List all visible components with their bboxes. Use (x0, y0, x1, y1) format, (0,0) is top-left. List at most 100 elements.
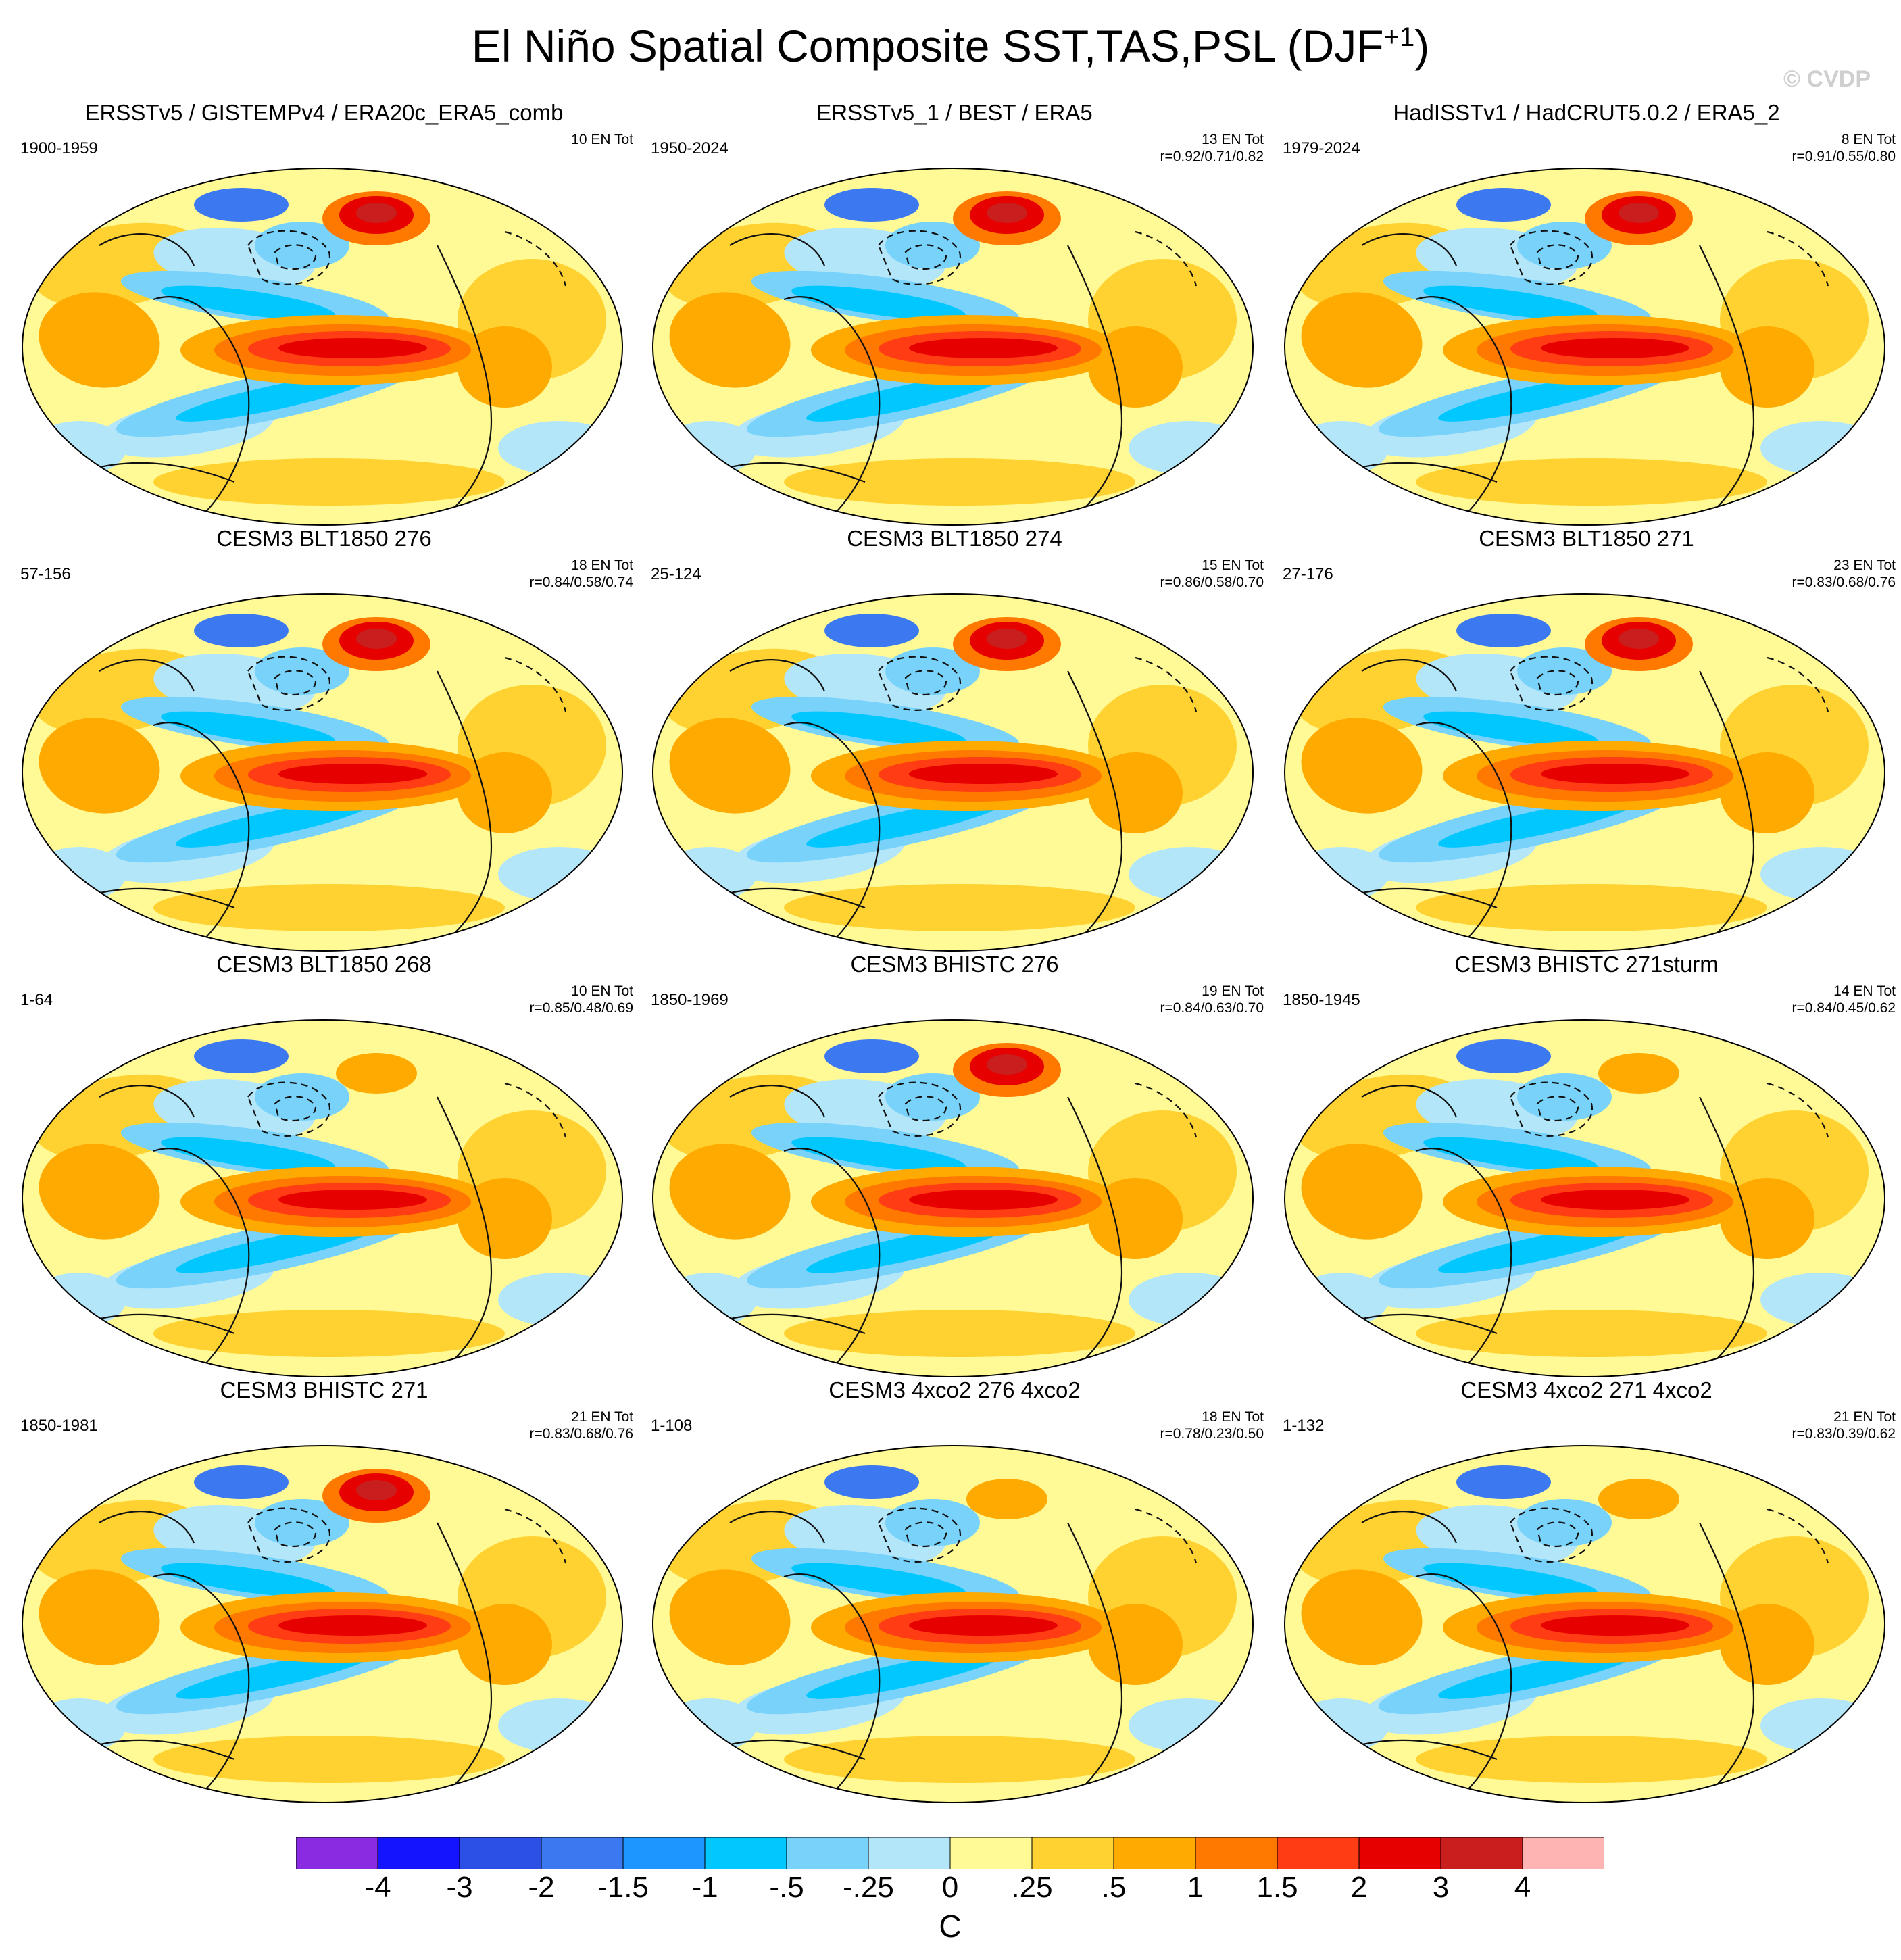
colorbar-swatch (868, 1837, 951, 1869)
panel-stats: 10 EN Tot (571, 131, 633, 148)
panel-event-count: 19 EN Tot (1202, 983, 1264, 999)
colorbar-swatch (1031, 1837, 1114, 1869)
map-panel: CESM3 BLT1850 268 1-64 10 EN Tot r=0.85/0.4… (8, 952, 640, 1377)
panel-title: CESM3 BHISTC 276 (850, 952, 1059, 977)
panel-correlation: r=0.91/0.55/0.80 (1792, 149, 1896, 164)
panel-years: 1950-2024 (651, 139, 729, 157)
map-field (653, 1446, 1253, 1803)
colorbar-units: C (939, 1909, 962, 1944)
map-panel: CESM3 BHISTC 276 1850-1969 19 EN Tot r=0.84… (639, 952, 1270, 1377)
map-field (22, 168, 622, 525)
map-field (653, 1020, 1253, 1377)
colorbar-tick-label: 0 (941, 1871, 959, 1904)
panel-stats: 8 EN Tot r=0.91/0.55/0.80 (1792, 131, 1896, 165)
colorbar-swatch (296, 1837, 378, 1869)
panel-years: 1850-1969 (651, 991, 729, 1009)
panel-years: 1-108 (651, 1417, 693, 1435)
colorbar-tick-label: -2 (528, 1871, 555, 1904)
panel-stats: 23 EN Tot r=0.83/0.68/0.76 (1792, 557, 1896, 591)
panel-event-count: 8 EN Tot (1841, 132, 1896, 147)
panel-title: CESM3 BLT1850 274 (847, 526, 1062, 551)
map-field (1285, 1020, 1885, 1377)
map-image (1284, 1445, 1885, 1803)
map-image (1284, 1019, 1885, 1377)
colorbar-tick-label: -3 (446, 1871, 473, 1904)
panel-stats: 19 EN Tot r=0.84/0.63/0.70 (1160, 983, 1264, 1016)
panel-years: 1850-1945 (1283, 991, 1360, 1009)
map-border (1284, 168, 1885, 526)
panel-event-count: 18 EN Tot (1202, 1409, 1264, 1425)
colorbar-swatch (1195, 1837, 1278, 1869)
panel-event-count: 10 EN Tot (571, 983, 633, 999)
map-panel: CESM3 BHISTC 271sturm 1850-1945 14 EN Tot r… (1270, 952, 1901, 1377)
panel-stats: 21 EN Tot r=0.83/0.39/0.62 (1792, 1408, 1896, 1442)
map-image (652, 593, 1254, 952)
panel-title: CESM3 BHISTC 271 (220, 1377, 428, 1402)
panel-correlation: r=0.84/0.63/0.70 (1160, 1000, 1264, 1016)
panel-title: ERSSTv5_1 / BEST / ERA5 (816, 100, 1093, 125)
panel-correlation: r=0.83/0.68/0.76 (1792, 574, 1896, 590)
panel-years: 25-124 (651, 565, 701, 583)
panel-title: CESM3 BHISTC 271sturm (1454, 952, 1719, 977)
colorbar-swatch (459, 1837, 542, 1869)
panel-event-count: 14 EN Tot (1833, 983, 1896, 999)
panel-correlation: r=0.78/0.23/0.50 (1160, 1426, 1264, 1442)
panel-correlation: r=0.92/0.71/0.82 (1160, 149, 1264, 164)
map-border (652, 593, 1254, 952)
map-field (1285, 1446, 1885, 1803)
colorbar-tick-label: -1 (691, 1871, 718, 1904)
map-image (652, 168, 1254, 526)
map-image (1284, 593, 1885, 952)
panel-event-count: 10 EN Tot (571, 132, 633, 147)
figure-title: El Niño Spatial Composite SST,TAS,PSL (D… (0, 20, 1901, 72)
panel-title: ERSSTv5 / GISTEMPv4 / ERA20c_ERA5_comb (84, 100, 564, 125)
panel-title: HadISSTv1 / HadCRUT5.0.2 / ERA5_2 (1393, 100, 1780, 125)
panel-title: CESM3 BLT1850 276 (216, 526, 432, 551)
map-image (1284, 168, 1885, 526)
map-image (22, 593, 623, 952)
panel-stats: 18 EN Tot r=0.84/0.58/0.74 (529, 557, 633, 591)
map-panel: CESM3 4xco2 271 4xco2 1-132 21 EN Tot r=0.8… (1270, 1377, 1901, 1803)
map-panel: CESM3 BLT1850 271 27-176 23 EN Tot r=0.83/0… (1270, 526, 1901, 952)
panel-event-count: 21 EN Tot (1833, 1409, 1896, 1425)
figure-title-superscript: +1 (1383, 22, 1415, 52)
colorbar-tick-label: -.25 (843, 1871, 894, 1904)
colorbar-swatch (377, 1837, 460, 1869)
map-panel: ERSSTv5_1 / BEST / ERA5 1950-2024 13 EN To… (639, 100, 1270, 526)
panel-correlation: r=0.83/0.68/0.76 (529, 1426, 633, 1442)
colorbar-swatch (1113, 1837, 1196, 1869)
colorbar-tick-label: 2 (1350, 1871, 1368, 1904)
panel-correlation: r=0.84/0.58/0.74 (529, 574, 633, 590)
panel-correlation: r=0.85/0.48/0.69 (529, 1000, 633, 1016)
map-field (653, 168, 1253, 525)
panel-title: CESM3 BLT1850 268 (216, 952, 432, 977)
map-border (652, 1019, 1254, 1377)
colorbar-swatch (1440, 1837, 1523, 1869)
map-panel: HadISSTv1 / HadCRUT5.0.2 / ERA5_2 1979-20… (1270, 100, 1901, 526)
panel-correlation: r=0.83/0.39/0.62 (1792, 1426, 1896, 1442)
map-panel: ERSSTv5 / GISTEMPv4 / ERA20c_ERA5_comb 19… (8, 100, 640, 526)
panel-stats: 14 EN Tot r=0.84/0.45/0.62 (1792, 983, 1896, 1016)
map-border (22, 168, 623, 526)
panel-correlation: r=0.86/0.58/0.70 (1160, 574, 1264, 590)
map-border (652, 168, 1254, 526)
panel-years: 1-132 (1283, 1417, 1325, 1435)
panel-stats: 18 EN Tot r=0.78/0.23/0.50 (1160, 1408, 1264, 1442)
panel-title: CESM3 4xco2 276 4xco2 (829, 1377, 1081, 1402)
colorbar-tick-label: -4 (364, 1871, 391, 1904)
map-panel: CESM3 BLT1850 274 25-124 15 EN Tot r=0.86/0… (639, 526, 1270, 952)
colorbar-tick-label: -1.5 (597, 1871, 649, 1904)
colorbar-swatch (949, 1837, 1033, 1869)
panel-event-count: 13 EN Tot (1202, 132, 1264, 147)
watermark: © CVDP (1783, 66, 1871, 92)
colorbar-swatch (1277, 1837, 1360, 1869)
map-image (652, 1019, 1254, 1377)
map-field (653, 594, 1253, 951)
colorbar-tick-label: -.5 (769, 1871, 804, 1904)
panel-title: CESM3 BLT1850 271 (1479, 526, 1694, 551)
map-image (22, 1019, 623, 1377)
map-panel: CESM3 4xco2 276 4xco2 1-108 18 EN Tot r=0.7… (639, 1377, 1270, 1803)
map-field (1285, 594, 1885, 951)
map-image (22, 168, 623, 526)
colorbar-tick-label: .25 (1011, 1871, 1053, 1904)
